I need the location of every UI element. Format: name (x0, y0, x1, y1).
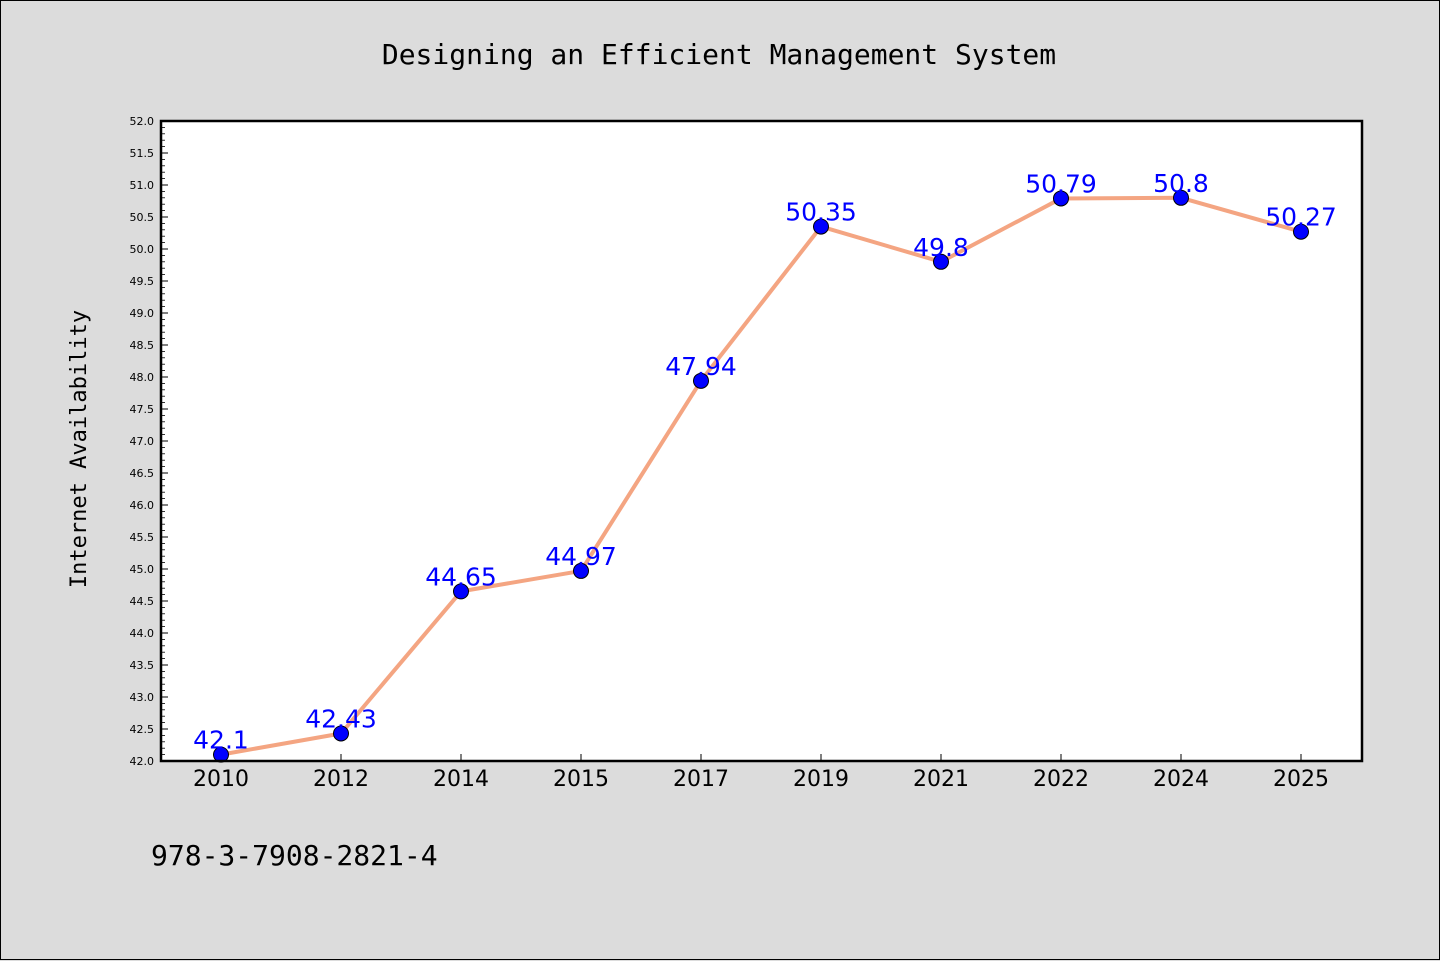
data-point (933, 253, 949, 270)
x-tick-label: 2025 (1273, 767, 1329, 792)
y-tick-label: 48.5 (130, 339, 155, 352)
data-point (573, 562, 589, 579)
y-tick-label: 42.5 (130, 723, 155, 736)
x-tick-label: 2017 (673, 767, 729, 792)
data-markers (213, 189, 1309, 763)
plot-border (159, 119, 1364, 763)
y-tick-label: 43.5 (130, 659, 155, 672)
y-tick-label: 50.0 (130, 243, 155, 256)
y-tick-label: 47.5 (130, 403, 155, 416)
data-label: 49.8 (913, 233, 969, 262)
x-tick-label: 2012 (313, 767, 369, 792)
y-tick-label: 52.0 (130, 115, 155, 128)
x-axis: 2010 2012 2014 2015 2017 2019 2021 2022 2024 2025 (193, 754, 1329, 792)
data-label: 44.97 (545, 542, 617, 571)
x-tick-label: 2010 (193, 767, 249, 792)
x-tick-label: 2014 (433, 767, 489, 792)
x-tick-label: 2022 (1033, 767, 1089, 792)
y-tick-label: 51.5 (130, 147, 155, 160)
y-tick-label: 46.5 (130, 467, 155, 480)
y-axis-label: Internet Availability (67, 310, 92, 588)
data-label: 50.35 (785, 198, 857, 227)
y-tick-label: 45.0 (130, 563, 155, 576)
y-tick-label: 51.0 (130, 179, 155, 192)
x-tick-label: 2024 (1153, 767, 1209, 792)
data-point (1053, 190, 1069, 207)
y-tick-label: 48.0 (130, 371, 155, 384)
data-point (1293, 223, 1309, 240)
y-tick-label: 43.0 (130, 691, 155, 704)
data-point (693, 372, 709, 389)
plot-area (161, 121, 1362, 761)
y-tick-label: 49.0 (130, 307, 155, 320)
data-labels: 42.1 42.43 44.65 44.97 47.94 50.35 49.8 50.79 50… (193, 169, 1337, 755)
series-line-group (219, 195, 1303, 757)
series-line (219, 195, 1303, 757)
y-tick-label: 44.0 (130, 627, 155, 640)
y-tick-label: 46.0 (130, 499, 155, 512)
y-tick-label: 44.5 (130, 595, 155, 608)
data-label: 42.43 (305, 704, 377, 733)
x-tick-label: 2019 (793, 767, 849, 792)
x-tick-label: 2015 (553, 767, 609, 792)
data-label: 50.27 (1265, 203, 1337, 232)
data-label: 44.65 (425, 562, 497, 591)
isbn-footer: 978-3-7908-2821-4 (151, 839, 438, 872)
y-tick-label: 50.5 (130, 211, 155, 224)
chart-title: Designing an Efficient Management System (382, 38, 1056, 71)
data-point (813, 218, 829, 235)
y-tick-label: 45.5 (130, 531, 155, 544)
data-label: 47.94 (665, 352, 737, 381)
data-label: 50.79 (1025, 169, 1097, 198)
data-label: 42.1 (193, 726, 249, 755)
data-label: 50.8 (1153, 169, 1209, 198)
y-tick-label: 49.5 (130, 275, 155, 288)
data-point (1173, 189, 1189, 206)
data-point (453, 583, 469, 600)
y-tick-label: 42.0 (130, 755, 155, 768)
data-point (333, 725, 349, 742)
x-tick-label: 2021 (913, 767, 969, 792)
y-tick-label: 47.0 (130, 435, 155, 448)
